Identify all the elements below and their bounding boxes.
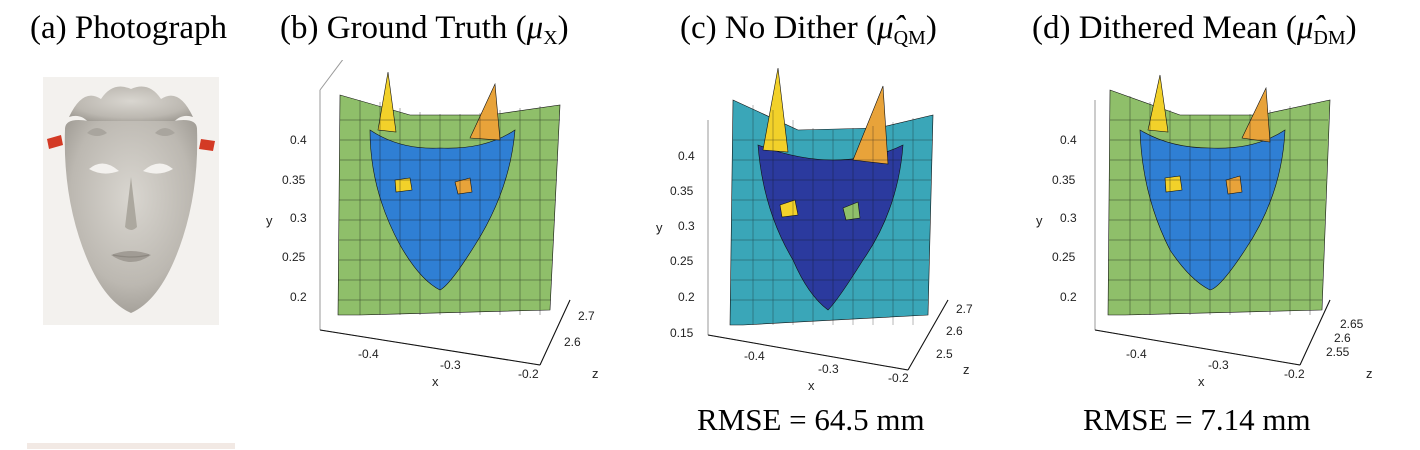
bottom-strip [27,443,235,449]
z-tick: 2.5 [936,347,953,361]
y-tick: 0.35 [670,184,694,198]
y-tick: 0.4 [678,149,695,163]
y-tick: 0.3 [290,211,307,225]
y-tick: 0.2 [678,290,695,304]
z-tick: 2.7 [956,302,973,316]
y-axis-label: y [656,220,663,235]
x-axis-label: x [432,374,439,389]
y-axis-label: y [266,213,273,228]
panel-c-title: (c) No Dither (μ̂QM) [680,10,937,49]
y-tick: 0.2 [1060,290,1077,304]
y-tick: 0.25 [1052,250,1076,264]
x-tick: -0.2 [1284,367,1305,381]
y-tick: 0.25 [670,254,694,268]
x-axis-label: x [1198,374,1205,389]
mesh-grid [338,100,560,315]
x-tick: -0.4 [358,347,379,361]
x-tick: -0.3 [818,362,839,376]
plot-dithered-mean: 0.4 0.35 0.3 0.25 0.2 y -0.4 -0.3 -0.2 x… [1036,74,1373,389]
y-tick: 0.35 [282,173,306,187]
y-tick: 0.4 [290,133,307,147]
panel-b-title: (b) Ground Truth (μX) [280,10,569,49]
y-tick: 0.3 [1060,211,1077,225]
z-tick: 2.55 [1326,345,1350,359]
z-axis-label: z [1366,366,1373,381]
mesh-grid [1108,96,1328,315]
panel-a-title: (a) Photograph [30,10,228,46]
z-tick: 2.6 [946,324,963,338]
plot-no-dither: 0.4 0.35 0.3 0.25 0.2 0.15 y -0.4 -0.3 -… [656,67,973,393]
x-tick: -0.2 [888,371,909,385]
y-tick: 0.3 [678,219,695,233]
z-tick: 2.6 [564,335,581,349]
y-tick: 0.4 [1060,133,1077,147]
y-axis-label: y [1036,213,1043,228]
z-tick: 2.7 [578,309,595,323]
y-tick: 0.2 [290,290,307,304]
plot-ground-truth: 0.4 0.35 0.3 0.25 0.2 y -0.4 -0.3 -0.2 x… [266,60,599,389]
x-tick: -0.4 [744,349,765,363]
x-tick: -0.3 [440,358,461,372]
z-axis-label: z [592,366,599,381]
x-tick: -0.3 [1208,358,1229,372]
x-tick: -0.4 [1126,347,1147,361]
y-tick: 0.15 [670,326,694,340]
z-tick: 2.6 [1334,331,1351,345]
panel-d-title: (d) Dithered Mean (μ̂DM) [1032,10,1357,49]
x-axis-label: x [808,378,815,393]
y-tick: 0.35 [1052,173,1076,187]
rmse-no-dither: RMSE = 64.5 mm [697,402,925,437]
mask-photograph [43,77,219,325]
x-tick: -0.2 [518,367,539,381]
mask-illustration [47,86,215,313]
z-tick: 2.65 [1340,317,1364,331]
mesh-grid [730,105,933,325]
y-tick: 0.25 [282,250,306,264]
rmse-dithered-mean: RMSE = 7.14 mm [1083,402,1311,437]
z-axis-label: z [963,362,970,377]
